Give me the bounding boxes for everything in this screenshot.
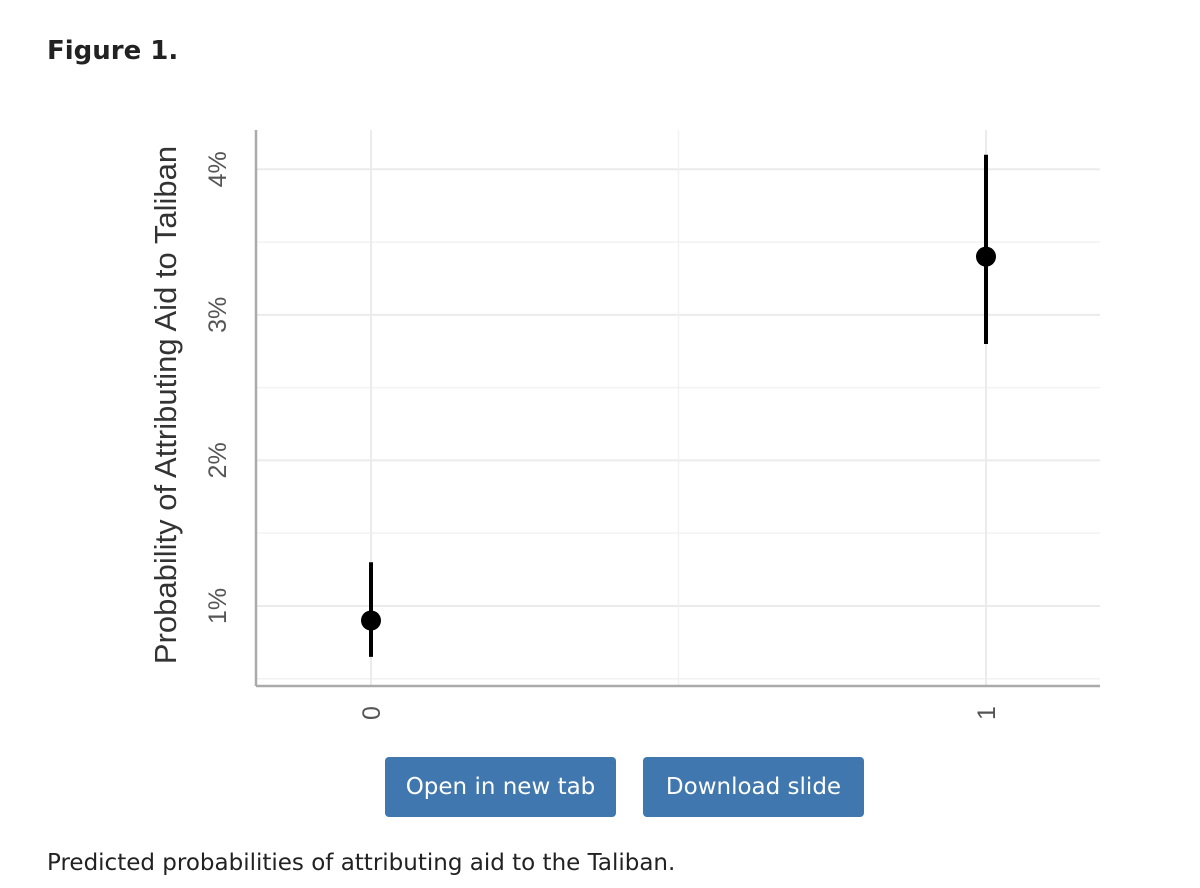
data-point-1 [976, 246, 996, 267]
data-point-0 [361, 610, 381, 631]
y-axis-title: Probability of Attributing Aid to Taliba… [148, 146, 183, 664]
x-tick-label-1: 1 [973, 706, 1001, 720]
chart-marks [361, 154, 996, 657]
chart-grid [256, 130, 1100, 686]
x-tick-label-0: 0 [358, 706, 386, 720]
figure-caption: Predicted probabilities of attributing a… [47, 850, 676, 876]
y-tick-label-1: 2% [204, 442, 232, 478]
open-in-new-tab-button[interactable]: Open in new tab [385, 757, 616, 817]
y-tick-label-2: 3% [204, 297, 232, 333]
y-tick-label-0: 1% [204, 588, 232, 624]
chart-axes [254, 130, 1100, 688]
download-slide-button[interactable]: Download slide [643, 757, 864, 817]
figure-label: Figure 1. [47, 36, 179, 66]
chart-tick-labels: 1% 2% 3% 4% 0 1 [204, 151, 1001, 720]
y-tick-label-3: 4% [204, 151, 232, 187]
